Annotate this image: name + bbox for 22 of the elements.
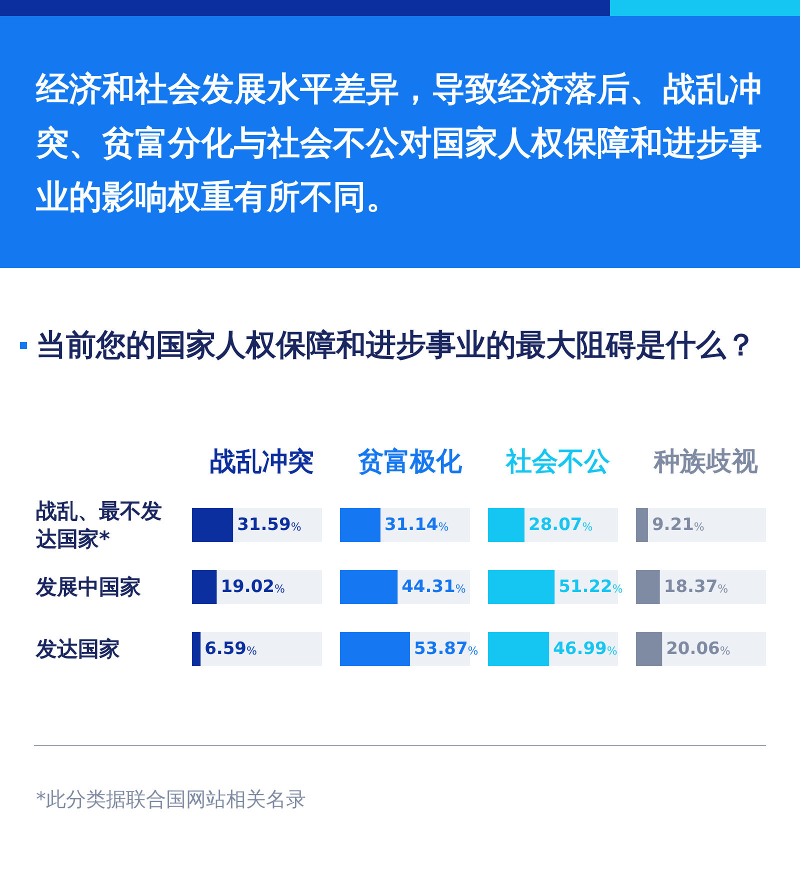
data-label: 28.07%	[528, 515, 593, 535]
y-tick-label: 发达国家	[35, 637, 120, 661]
data-label: 6.59%	[204, 639, 257, 659]
chart-title: 贫富极化	[357, 447, 463, 477]
data-label: 44.31%	[402, 577, 466, 597]
data-label: 18.37%	[664, 577, 728, 597]
data-label: 53.87%	[414, 639, 478, 659]
text: *此分类据联合国网站相关名录	[36, 786, 306, 813]
y-tick-label: 发展中国家	[35, 575, 141, 599]
chart-title: 战乱冲突	[210, 447, 314, 477]
data-label: 19.02%	[220, 577, 285, 597]
text: 当前您的国家人权保障和进步事业的最大阻碍是什么？	[36, 327, 757, 365]
data-label: 51.22%	[558, 577, 623, 597]
y-tick-label: 战乱、最不发达国家*	[35, 499, 162, 551]
data-label: 31.59%	[237, 515, 302, 535]
text: 经济和社会发展水平差异，导致经济落后、战乱冲突、贫富分化与社会不公对国家人权保障和进步事业的影响权重有所不同。	[36, 68, 763, 218]
data-label: 31.14%	[384, 515, 449, 535]
data-label: 20.06%	[666, 639, 730, 659]
chart-title: 种族歧视	[653, 447, 758, 477]
chart-title: 社会不公	[505, 447, 611, 477]
data-label: 9.21%	[652, 515, 704, 535]
data-label: 46.99%	[553, 639, 618, 659]
